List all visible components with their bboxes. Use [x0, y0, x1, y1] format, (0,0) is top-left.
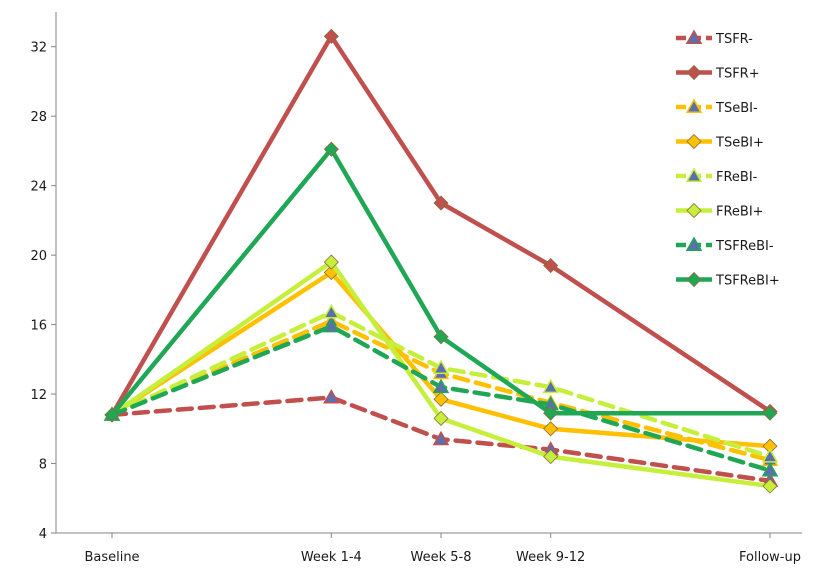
legend-label: TSFR+ — [715, 67, 760, 82]
legend-item: TSeBI+ — [676, 133, 764, 151]
x-tick-label: Week 9-12 — [516, 550, 585, 565]
data-point — [433, 391, 449, 407]
data-point — [543, 449, 559, 465]
legend-marker — [685, 167, 703, 182]
legend-item: TSFR- — [676, 29, 753, 47]
y-tick-label: 20 — [30, 249, 47, 264]
legend-item: TSeBI- — [676, 98, 758, 116]
data-point — [323, 141, 339, 157]
data-point — [323, 317, 340, 333]
y-tick-label: 32 — [30, 41, 47, 56]
x-tick-label: Baseline — [84, 550, 139, 565]
data-point — [543, 257, 559, 274]
legend-item: TSFReBI- — [676, 236, 774, 254]
legend-label: TSFReBI- — [715, 239, 774, 254]
data-point — [323, 28, 339, 44]
x-tick-label: Follow-up — [739, 550, 801, 565]
y-tick-label: 12 — [30, 388, 47, 403]
data-point — [432, 359, 450, 375]
legend-label: TSeBI+ — [715, 136, 764, 151]
legend-item: TSFR+ — [676, 64, 760, 82]
data-point — [323, 254, 339, 270]
data-point — [433, 329, 449, 345]
legend-label: TSFReBI+ — [715, 274, 780, 289]
data-point — [762, 478, 778, 494]
data-point — [432, 430, 450, 446]
legend-marker — [685, 98, 703, 113]
data-point — [432, 378, 450, 394]
data-point — [761, 461, 779, 477]
series-line — [109, 34, 773, 418]
y-tick-label: 4 — [39, 527, 47, 542]
chart-series-group — [103, 28, 779, 494]
legend-item: FReBI+ — [676, 202, 764, 220]
data-point — [433, 410, 449, 426]
legend-label: FReBI+ — [716, 205, 764, 220]
chart-axes: 4 8 12 16 20 24 28 32 Baseline Week 1-4 Week 5-8 We… — [30, 12, 802, 565]
legend-marker — [685, 29, 703, 44]
y-tick-label: 24 — [30, 180, 47, 195]
legend-marker — [686, 202, 702, 219]
legend-marker — [686, 271, 702, 288]
y-tick-label: 28 — [30, 110, 47, 125]
chart-legend: TSFR- TSFR+ TSeBI- TSeBI+ FReBI- FReBI+ TSFReB… — [676, 29, 780, 289]
data-point — [323, 303, 340, 319]
x-tick-label: Week 1-4 — [301, 550, 362, 565]
legend-marker — [685, 236, 703, 251]
legend-label: TSFR- — [715, 32, 753, 47]
data-point — [543, 405, 559, 421]
data-point — [761, 448, 779, 463]
series-TSFReBI+ — [104, 141, 778, 423]
legend-marker — [686, 64, 702, 81]
data-point — [433, 195, 449, 211]
legend-marker — [686, 133, 702, 150]
legend-item: FReBI- — [676, 167, 758, 185]
data-point — [104, 407, 120, 423]
legend-label: FReBI- — [716, 170, 758, 185]
data-point — [323, 389, 340, 404]
y-tick-label: 16 — [30, 319, 47, 334]
legend-item: TSFReBI+ — [676, 271, 780, 289]
data-point — [542, 378, 559, 394]
data-point — [762, 405, 778, 421]
x-tick-label: Week 5-8 — [411, 550, 472, 565]
data-point — [543, 421, 559, 437]
legend-label: TSeBI- — [715, 101, 758, 116]
y-tick-label: 8 — [39, 458, 47, 473]
